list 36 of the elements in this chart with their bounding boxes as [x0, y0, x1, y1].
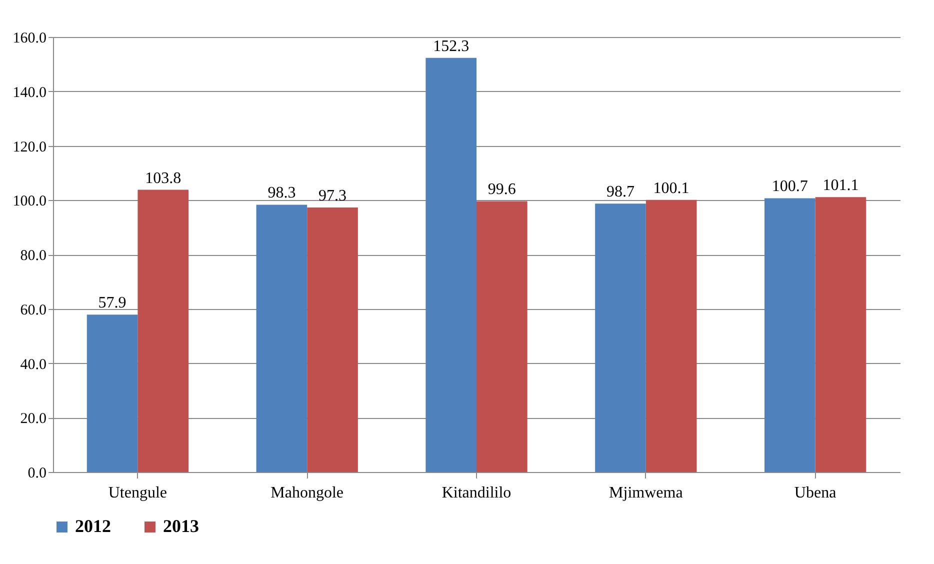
bar: [86, 314, 138, 472]
data-label: 100.1: [653, 180, 690, 197]
bar: [476, 201, 528, 472]
y-tick-label: 0.0: [28, 466, 46, 482]
bar: [646, 200, 697, 472]
data-label: 57.9: [98, 294, 126, 312]
data-label: 99.6: [488, 181, 516, 198]
bar: [595, 204, 646, 472]
x-tick-label: Mjimwema: [609, 484, 683, 502]
data-label: 103.8: [145, 170, 182, 187]
data-label: 152.3: [433, 38, 470, 55]
data-label: 101.1: [822, 177, 859, 194]
y-tick-label: 160.0: [12, 30, 46, 46]
x-tick-label: Kitandililo: [442, 484, 512, 502]
y-tick-label: 100.0: [12, 194, 46, 210]
y-tick-label: 80.0: [20, 248, 46, 264]
data-label: 98.7: [606, 184, 634, 201]
bar: [138, 190, 189, 472]
bar: [307, 207, 358, 472]
data-label: 98.3: [268, 184, 296, 202]
y-tick-label: 60.0: [20, 302, 46, 318]
data-label: 100.7: [772, 178, 808, 196]
x-tick-label: Ubena: [794, 484, 836, 502]
legend-label: 2013: [163, 516, 199, 536]
y-tick-label: 20.0: [20, 411, 46, 428]
bar: [256, 204, 308, 472]
legend-label: 2012: [75, 516, 111, 536]
bar: [764, 198, 816, 472]
y-tick-label: 140.0: [12, 84, 46, 101]
bar: [426, 58, 476, 472]
x-tick-label: Mahongole: [270, 484, 344, 502]
y-tick-label: 120.0: [12, 139, 46, 156]
bar: [815, 197, 866, 472]
y-tick-label: 40.0: [20, 356, 46, 373]
data-label: 97.3: [318, 187, 347, 204]
x-tick-label: Utengule: [108, 484, 168, 502]
